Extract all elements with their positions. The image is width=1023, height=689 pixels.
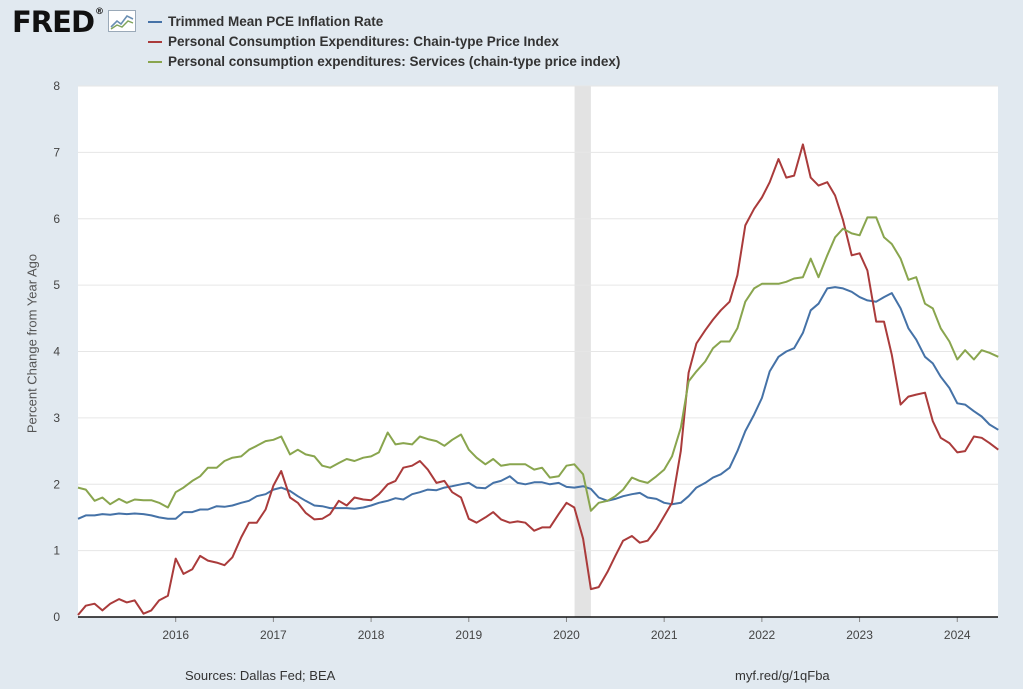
legend-swatch [148, 21, 162, 23]
logo-text: FRED [12, 5, 95, 39]
legend-label: Trimmed Mean PCE Inflation Rate [168, 14, 384, 29]
y-tick-label: 8 [53, 79, 60, 93]
legend-item-trimmed-mean[interactable]: Trimmed Mean PCE Inflation Rate [148, 12, 620, 32]
y-tick-label: 7 [53, 145, 60, 159]
x-tick-label: 2021 [651, 628, 678, 642]
chart-header: FRED® Trimmed Mean PCE Inflation Rate Pe… [0, 0, 1023, 80]
fred-logo[interactable]: FRED® [12, 5, 104, 39]
legend-swatch [148, 61, 162, 63]
legend-swatch [148, 41, 162, 43]
x-tick-label: 2017 [260, 628, 287, 642]
y-tick-label: 4 [53, 345, 60, 359]
y-tick-label: 6 [53, 212, 60, 226]
y-tick-label: 5 [53, 278, 60, 292]
y-tick-label: 2 [53, 477, 60, 491]
short-link[interactable]: myf.red/g/1qFba [735, 668, 830, 683]
x-tick-label: 2016 [162, 628, 189, 642]
series-line-2 [77, 143, 999, 616]
y-tick-label: 3 [53, 411, 60, 425]
fred-graph-icon [108, 10, 136, 32]
x-tick-label: 2019 [455, 628, 482, 642]
y-tick-label: 1 [53, 544, 60, 558]
legend-item-pce-services[interactable]: Personal consumption expenditures: Servi… [148, 52, 620, 72]
x-tick-label: 2020 [553, 628, 580, 642]
y-tick-label: 0 [53, 610, 60, 624]
logo-reg: ® [95, 7, 104, 17]
x-tick-label: 2018 [358, 628, 385, 642]
legend-label: Personal consumption expenditures: Servi… [168, 54, 621, 69]
legend-item-pce[interactable]: Personal Consumption Expenditures: Chain… [148, 32, 620, 52]
y-axis-label: Percent Change from Year Ago [24, 253, 40, 434]
series-line-3 [77, 216, 999, 512]
sources-text: Sources: Dallas Fed; BEA [185, 668, 336, 683]
x-tick-label: 2024 [944, 628, 971, 642]
legend-label: Personal Consumption Expenditures: Chain… [168, 34, 559, 49]
series-line-1 [77, 286, 999, 520]
x-tick-label: 2022 [749, 628, 776, 642]
chart-legend: Trimmed Mean PCE Inflation Rate Personal… [148, 12, 620, 72]
x-tick-label: 2023 [846, 628, 873, 642]
